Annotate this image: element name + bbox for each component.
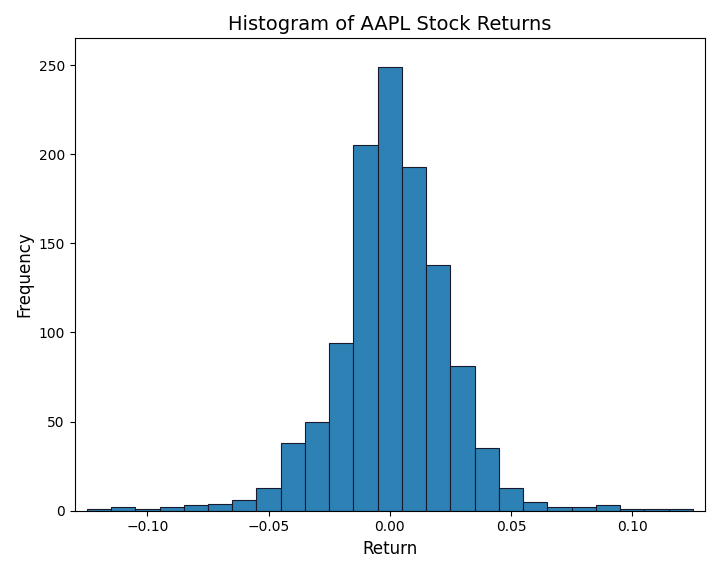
Bar [208,504,233,511]
Bar [402,167,426,511]
Bar [256,488,281,511]
Bar [499,488,523,511]
Bar [378,67,402,511]
Title: Histogram of AAPL Stock Returns: Histogram of AAPL Stock Returns [228,15,552,34]
Bar [135,509,160,511]
Bar [669,509,693,511]
Bar [281,443,305,511]
Bar [572,507,596,511]
X-axis label: Return: Return [362,540,418,558]
Bar [474,448,499,511]
Bar [523,502,547,511]
Bar [160,507,184,511]
Bar [547,507,572,511]
Bar [596,505,620,511]
Bar [620,509,644,511]
Bar [111,507,135,511]
Bar [426,265,451,511]
Bar [329,343,354,511]
Bar [644,509,669,511]
Bar [354,146,378,511]
Bar [184,505,208,511]
Bar [87,509,111,511]
Bar [305,422,329,511]
Bar [451,366,474,511]
Y-axis label: Frequency: Frequency [15,231,33,317]
Bar [233,500,256,511]
